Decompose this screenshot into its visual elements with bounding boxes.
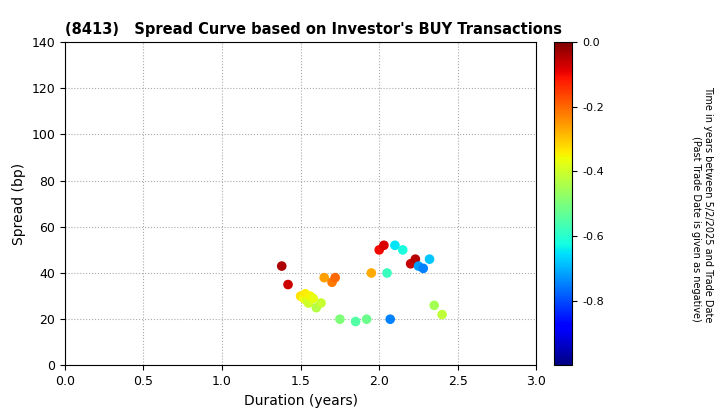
Point xyxy=(305,293,316,299)
Point xyxy=(350,318,361,325)
Point xyxy=(374,247,385,253)
Point xyxy=(276,263,287,270)
Text: (8413)   Spread Curve based on Investor's BUY Transactions: (8413) Spread Curve based on Investor's … xyxy=(65,22,562,37)
Point xyxy=(361,316,372,323)
Point xyxy=(382,270,393,276)
Point xyxy=(428,302,440,309)
Point xyxy=(410,256,421,262)
Point xyxy=(334,316,346,323)
Point xyxy=(326,279,338,286)
Point xyxy=(418,265,429,272)
Point xyxy=(397,247,408,253)
Point xyxy=(301,297,312,304)
Point xyxy=(378,242,390,249)
Point xyxy=(282,281,294,288)
Text: Time in years between 5/2/2025 and Trade Date
(Past Trade Date is given as negat: Time in years between 5/2/2025 and Trade… xyxy=(691,86,713,322)
Point xyxy=(405,260,416,267)
Point xyxy=(384,316,396,323)
Point xyxy=(315,300,327,307)
Point xyxy=(302,300,314,307)
Point xyxy=(307,295,319,302)
Point xyxy=(330,274,341,281)
Point xyxy=(298,295,310,302)
X-axis label: Duration (years): Duration (years) xyxy=(243,394,358,408)
Point xyxy=(413,263,424,270)
Point xyxy=(318,274,330,281)
Point xyxy=(295,293,307,299)
Point xyxy=(424,256,436,262)
Point xyxy=(366,270,377,276)
Point xyxy=(389,242,400,249)
Point xyxy=(436,311,448,318)
Point xyxy=(310,304,322,311)
Y-axis label: Spread (bp): Spread (bp) xyxy=(12,163,26,245)
Point xyxy=(300,291,311,297)
